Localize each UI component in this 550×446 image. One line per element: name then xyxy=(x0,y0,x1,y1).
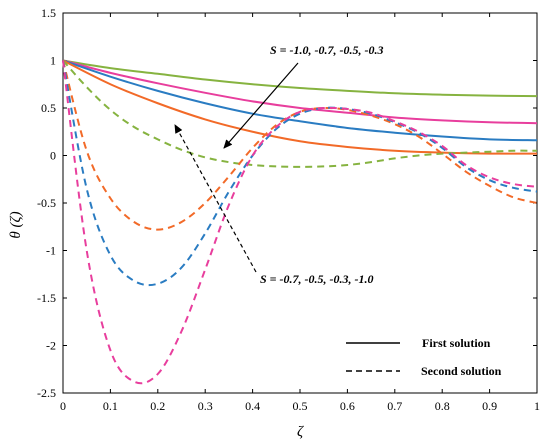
y-tick-label: -1 xyxy=(46,244,56,258)
x-tick-label: 0 xyxy=(60,399,66,413)
series-first-1 xyxy=(62,59,538,125)
x-tick-label: 1 xyxy=(534,399,540,413)
y-tick-label: 0 xyxy=(50,149,56,163)
series-first-2 xyxy=(62,59,538,142)
x-tick-label: 0.4 xyxy=(245,399,260,413)
x-tick-label: 0.9 xyxy=(482,399,497,413)
x-tick-label: 0.7 xyxy=(387,399,402,413)
series-second-5 xyxy=(62,60,538,231)
annotation-arrow-second xyxy=(174,124,257,273)
series-second-7 xyxy=(62,60,538,385)
y-tick-label: -0.5 xyxy=(37,196,56,210)
axes: 0 0.1 0.2 0.3 0.4 0.5 0.6 0.7 0.8 0.9 1 -2.5 -2 -1.5 -… xyxy=(37,6,540,413)
series-first-0 xyxy=(62,59,538,98)
x-tick-label: 0.8 xyxy=(435,399,450,413)
x-tick-label: 0.1 xyxy=(103,399,118,413)
legend-label-second: Second solution xyxy=(421,364,502,378)
annotation-second-solution: S = -0.7, -0.5, -0.3, -1.0 xyxy=(260,272,374,286)
series-second-6 xyxy=(62,60,538,287)
y-axis-label: θ (ζ) xyxy=(8,211,24,238)
x-axis-label: ζ xyxy=(297,424,304,440)
y-tick-label: 1.5 xyxy=(41,6,56,20)
annotation-layer: S = -1.0, -0.7, -0.5, -0.3 S = -0.7, -0.… xyxy=(174,43,384,286)
y-tick-label: 0.5 xyxy=(41,101,56,115)
series-first-3 xyxy=(62,59,538,155)
legend-label-first: First solution xyxy=(422,336,491,350)
series-layer xyxy=(62,59,538,385)
y-tick-label: -2.5 xyxy=(37,386,56,400)
y-tick-label: -2 xyxy=(46,339,56,353)
annotation-arrow-first xyxy=(223,62,299,149)
x-tick-label: 0.6 xyxy=(340,399,355,413)
legend: First solution Second solution xyxy=(346,336,502,378)
y-tick-label: -1.5 xyxy=(37,291,56,305)
x-tick-label: 0.2 xyxy=(150,399,165,413)
y-tick-label: 1 xyxy=(50,54,56,68)
x-tick-label: 0.5 xyxy=(293,399,308,413)
x-tick-label: 0.3 xyxy=(198,399,213,413)
series-second-4 xyxy=(62,59,538,168)
annotation-first-solution: S = -1.0, -0.7, -0.5, -0.3 xyxy=(270,43,384,57)
